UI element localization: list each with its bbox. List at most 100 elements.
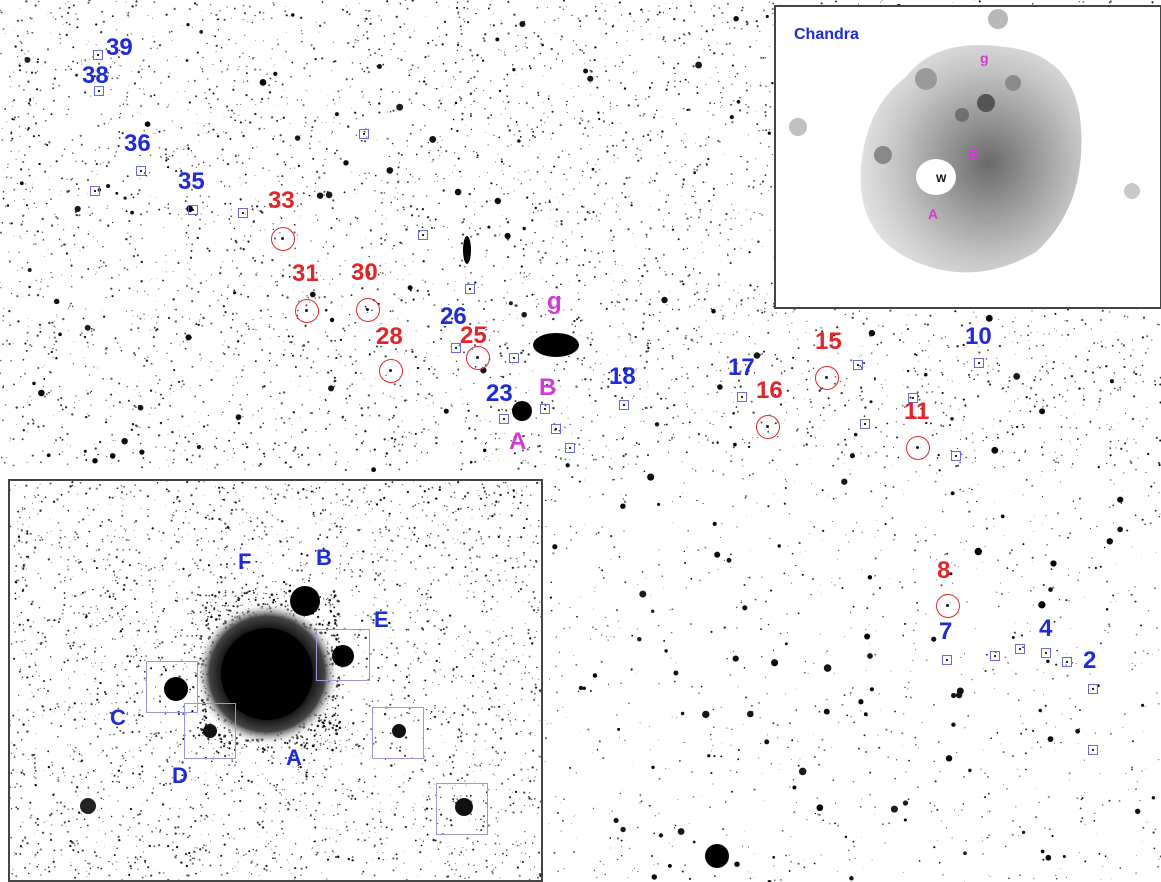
noise-speck [303, 344, 306, 347]
noise-speck [591, 218, 593, 220]
noise-speck [524, 360, 527, 363]
noise-speck [641, 327, 645, 330]
noise-speck [450, 356, 452, 358]
noise-speck [75, 13, 77, 15]
noise-speck [722, 314, 725, 317]
noise-speck [1119, 389, 1121, 391]
noise-speck [583, 249, 587, 252]
noise-speck [170, 360, 173, 363]
noise-speck [772, 12, 774, 15]
noise-speck [586, 162, 589, 164]
noise-speck [516, 50, 518, 52]
noise-speck [1020, 394, 1022, 396]
noise-speck [184, 436, 187, 439]
noise-speck [106, 350, 108, 351]
noise-speck [411, 64, 414, 67]
noise-speck [659, 190, 661, 192]
noise-speck [289, 122, 291, 124]
noise-speck [711, 328, 713, 330]
noise-speck [127, 11, 130, 14]
noise-speck [796, 428, 799, 430]
noise-speck [642, 182, 643, 184]
noise-speck [505, 84, 508, 87]
noise-speck [539, 258, 542, 262]
noise-speck [348, 13, 351, 16]
noise-speck [241, 162, 244, 165]
noise-speck [268, 326, 271, 328]
noise-speck [116, 29, 118, 31]
noise-speck [1001, 325, 1004, 328]
noise-speck [692, 195, 694, 198]
noise-speck [614, 417, 616, 419]
noise-speck [333, 60, 335, 63]
noise-speck [126, 268, 129, 271]
noise-speck [513, 177, 515, 179]
noise-speck [681, 166, 683, 168]
noise-speck [339, 338, 342, 341]
noise-speck [219, 272, 222, 275]
noise-speck [312, 47, 316, 50]
noise-speck [614, 462, 615, 463]
noise-speck [1135, 382, 1137, 384]
noise-speck [724, 333, 726, 335]
noise-speck [60, 15, 63, 18]
noise-speck [541, 419, 542, 420]
noise-speck [741, 438, 744, 441]
noise-speck [1091, 371, 1095, 374]
noise-speck [26, 422, 30, 425]
noise-speck [537, 434, 540, 437]
noise-speck [681, 280, 684, 283]
noise-speck [410, 432, 412, 435]
noise-speck [808, 420, 811, 423]
noise-speck [262, 11, 265, 14]
noise-speck [320, 370, 321, 371]
noise-speck [498, 437, 500, 440]
noise-speck [406, 207, 408, 209]
noise-speck [235, 312, 238, 315]
noise-speck [422, 260, 425, 263]
noise-speck [889, 309, 892, 312]
noise-speck [1133, 371, 1136, 373]
noise-speck [1105, 346, 1107, 348]
noise-speck [37, 58, 40, 61]
noise-speck [533, 31, 536, 34]
noise-speck [1, 128, 3, 129]
noise-speck [1134, 372, 1138, 376]
noise-speck [455, 360, 458, 363]
noise-speck [474, 230, 476, 232]
noise-speck [687, 348, 690, 350]
noise-speck [219, 266, 222, 269]
noise-speck [131, 310, 133, 312]
noise-speck [281, 294, 284, 297]
noise-speck [1120, 447, 1123, 450]
noise-speck [663, 219, 665, 221]
noise-speck [735, 305, 738, 307]
noise-speck [346, 402, 348, 404]
noise-speck [434, 218, 437, 221]
noise-speck [982, 439, 984, 442]
noise-speck [294, 247, 296, 250]
noise-speck [233, 227, 236, 230]
noise-speck [1040, 446, 1043, 449]
noise-speck [268, 360, 271, 362]
noise-speck [24, 372, 26, 375]
noise-speck [293, 277, 296, 279]
noise-speck [63, 148, 66, 150]
noise-speck [130, 428, 134, 432]
noise-speck [628, 463, 629, 465]
noise-speck [1066, 389, 1069, 392]
noise-speck [561, 412, 563, 415]
noise-speck [33, 20, 34, 22]
noise-speck [158, 146, 161, 149]
noise-speck [0, 282, 1, 283]
noise-speck [585, 44, 587, 47]
noise-speck [1154, 383, 1157, 386]
noise-speck [1031, 310, 1033, 312]
noise-speck [647, 385, 649, 387]
noise-speck [503, 343, 507, 346]
noise-speck [389, 111, 392, 113]
noise-speck [702, 251, 704, 253]
noise-speck [1093, 381, 1096, 383]
noise-speck [519, 373, 521, 375]
noise-speck [460, 97, 463, 100]
